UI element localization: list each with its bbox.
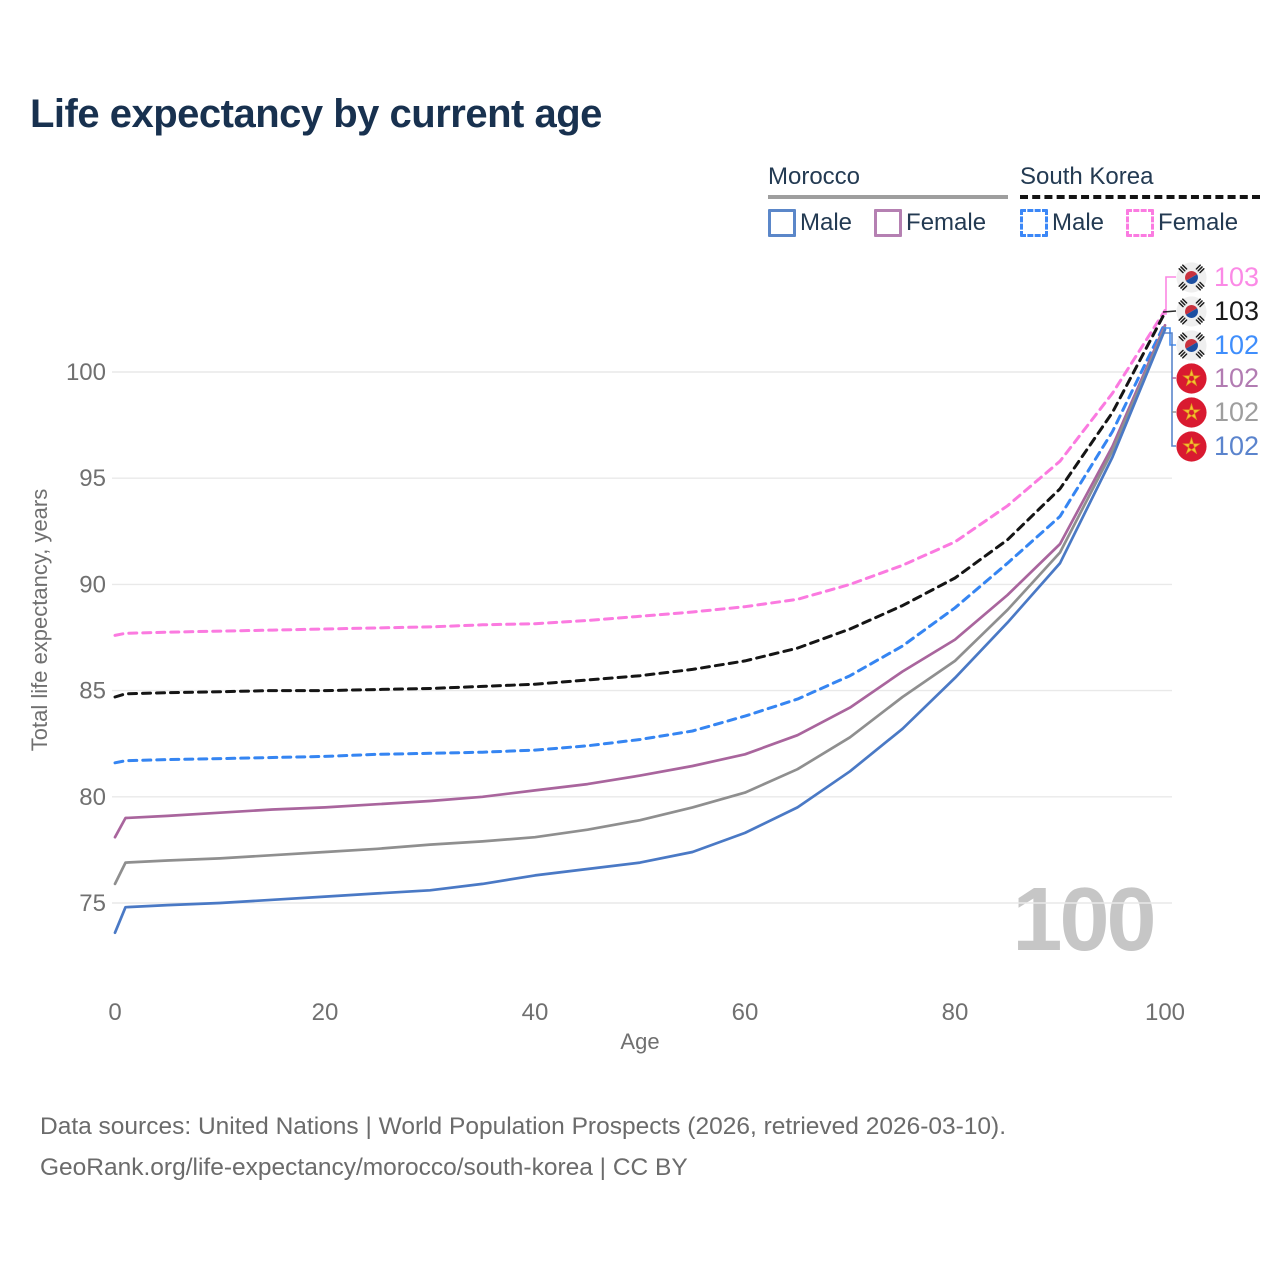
page-title: Life expectancy by current age	[30, 92, 602, 136]
y-tick-label: 100	[66, 359, 106, 386]
legend-group-south-korea: South Korea Male Female	[1020, 163, 1261, 237]
y-tick-label: 95	[79, 465, 106, 492]
legend-group-morocco: Morocco Male Female	[768, 163, 1009, 237]
legend-item-label: Male	[1052, 209, 1105, 236]
legend-item-south-korea-female[interactable]: Female	[1126, 209, 1238, 237]
footer-attribution: GeoRank.org/life-expectancy/morocco/sout…	[40, 1154, 688, 1181]
leader-kr-female	[1163, 276, 1176, 315]
y-axis-title: Total life expectancy, years	[27, 489, 52, 752]
y-tick-label: 85	[79, 678, 106, 705]
end-label-south-korea-all: 103	[1176, 294, 1259, 328]
morocco-flag-icon	[1176, 396, 1207, 428]
leader-kr-male	[1163, 327, 1176, 346]
x-tick-label: 40	[522, 999, 549, 1026]
y-tick-label: 90	[79, 571, 106, 598]
legend-item-south-korea-male[interactable]: Male	[1020, 209, 1104, 237]
end-label-south-korea-male: 102	[1176, 328, 1259, 362]
end-label-morocco-all: 102	[1176, 395, 1259, 429]
legend-item-morocco-female[interactable]: Female	[874, 209, 986, 237]
legend-underline-morocco-solid-line	[768, 195, 1009, 199]
legend-header-south-korea: South Korea	[1020, 163, 1154, 190]
footer: Data sources: United Nations | World Pop…	[40, 1106, 1006, 1188]
south-korea-flag-icon	[1176, 261, 1207, 293]
x-tick-label: 60	[732, 999, 759, 1026]
leader-ma-male	[1163, 332, 1176, 447]
y-tick-label: 75	[79, 890, 106, 917]
y-tick-label: 80	[79, 784, 106, 811]
south-korea-flag-icon	[1176, 329, 1207, 361]
series-line-ma_male	[113, 328, 1167, 935]
south-korea-male-swatch-icon	[1020, 209, 1048, 237]
x-axis-title: Age	[620, 1029, 659, 1054]
x-tick-label: 100	[1145, 999, 1185, 1026]
legend-header-morocco: Morocco	[768, 163, 861, 190]
morocco-female-swatch-icon	[874, 209, 903, 237]
morocco-flag-icon	[1176, 430, 1207, 462]
end-label-morocco-female: 102	[1176, 361, 1259, 395]
end-label-value: 102	[1214, 362, 1260, 393]
footer-data-sources: Data sources: United Nations | World Pop…	[40, 1113, 1007, 1140]
x-tick-label: 80	[942, 999, 969, 1026]
end-label-value: 103	[1214, 295, 1260, 326]
end-label-south-korea-female: 103	[1176, 260, 1259, 294]
series-line-ma_female	[113, 323, 1167, 839]
south-korea-female-swatch-icon	[1126, 209, 1155, 237]
legend-underline-south-korea-dashed-line	[1020, 195, 1261, 199]
x-tick-label: 20	[312, 999, 339, 1026]
legend-item-morocco-male[interactable]: Male	[768, 209, 852, 237]
series-line-kr_male	[113, 321, 1167, 765]
end-label-value: 103	[1214, 261, 1260, 292]
end-label-value: 102	[1214, 396, 1260, 427]
series-line-kr_all	[113, 311, 1167, 699]
morocco-flag-icon	[1176, 362, 1207, 394]
end-label-value: 102	[1214, 430, 1260, 461]
series-line-ma_all	[113, 326, 1167, 886]
age-counter-watermark: 100	[1012, 870, 1153, 970]
legend-item-label: Male	[800, 209, 853, 236]
x-tick-label: 0	[108, 999, 121, 1026]
series-line-kr_female	[113, 308, 1167, 637]
end-label-morocco-male: 102	[1176, 429, 1259, 463]
leader-kr-all	[1162, 310, 1177, 313]
south-korea-flag-icon	[1176, 295, 1207, 327]
morocco-male-swatch-icon	[768, 209, 796, 237]
legend-item-label: Female	[1158, 209, 1239, 236]
legend-item-label: Female	[906, 209, 987, 236]
end-label-value: 102	[1214, 329, 1260, 360]
